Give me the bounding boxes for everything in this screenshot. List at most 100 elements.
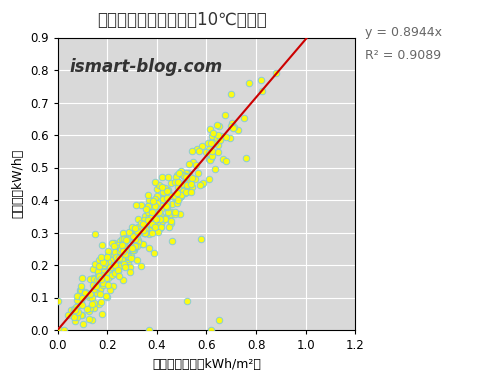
Point — [160, 194, 168, 200]
Point — [71, 306, 78, 312]
Point — [204, 140, 211, 146]
Point — [73, 293, 81, 299]
Point — [73, 314, 81, 320]
Point — [188, 184, 196, 190]
Point — [86, 291, 94, 297]
Point — [95, 263, 103, 269]
Point — [124, 260, 132, 266]
Text: ismart-blog.com: ismart-blog.com — [70, 58, 223, 76]
Point — [91, 305, 98, 311]
Point — [85, 316, 93, 322]
Point — [202, 149, 210, 155]
Point — [141, 213, 149, 219]
Point — [108, 256, 116, 262]
Point — [81, 291, 89, 297]
Point — [107, 262, 115, 268]
Point — [149, 198, 157, 204]
Point — [133, 233, 141, 239]
Point — [104, 282, 112, 288]
Point — [141, 230, 148, 236]
Point — [132, 202, 140, 208]
Point — [161, 214, 169, 220]
Point — [148, 213, 156, 219]
Point — [144, 222, 152, 228]
Point — [168, 209, 175, 215]
Point — [214, 132, 221, 138]
Point — [192, 162, 200, 168]
Point — [82, 292, 90, 298]
Point — [108, 240, 116, 246]
Point — [216, 123, 223, 129]
Point — [186, 188, 193, 194]
Point — [103, 294, 110, 300]
Point — [167, 217, 174, 223]
Point — [119, 256, 126, 262]
Point — [95, 301, 103, 307]
Point — [85, 308, 93, 314]
Point — [84, 306, 91, 312]
Point — [147, 224, 155, 230]
Point — [153, 210, 161, 216]
Point — [163, 204, 170, 210]
Point — [115, 254, 123, 260]
Point — [240, 115, 248, 121]
Point — [157, 206, 165, 212]
Point — [128, 252, 135, 258]
Point — [114, 267, 121, 273]
Point — [174, 179, 182, 185]
Point — [167, 180, 175, 186]
Point — [170, 194, 178, 200]
Point — [177, 168, 184, 174]
Point — [208, 138, 216, 144]
Point — [123, 249, 131, 255]
Point — [208, 148, 216, 154]
Point — [159, 189, 167, 195]
Point — [189, 159, 197, 165]
Point — [121, 251, 129, 257]
Point — [132, 244, 139, 250]
Point — [122, 237, 130, 243]
Point — [207, 155, 215, 161]
Point — [163, 201, 171, 207]
Point — [167, 193, 174, 199]
Point — [150, 216, 158, 222]
Point — [95, 276, 102, 282]
Point — [180, 187, 188, 193]
Point — [60, 327, 68, 333]
Point — [131, 247, 138, 253]
Point — [212, 138, 219, 144]
Point — [115, 255, 123, 261]
Point — [177, 194, 185, 200]
Point — [186, 178, 193, 184]
Point — [124, 254, 132, 260]
Point — [94, 276, 101, 282]
Point — [124, 256, 132, 262]
Point — [188, 181, 195, 187]
Point — [152, 216, 160, 222]
Point — [71, 314, 78, 320]
Point — [143, 226, 150, 232]
Point — [152, 224, 159, 230]
Point — [159, 197, 167, 203]
Point — [226, 135, 234, 141]
Point — [116, 262, 123, 268]
Point — [217, 132, 225, 138]
Point — [130, 234, 137, 240]
Point — [104, 275, 112, 281]
Point — [82, 290, 89, 296]
Point — [208, 133, 216, 139]
Point — [171, 179, 179, 185]
Point — [148, 222, 156, 228]
Point — [100, 259, 108, 265]
Point — [97, 259, 105, 265]
Point — [194, 170, 202, 176]
Point — [145, 219, 153, 225]
Point — [98, 311, 106, 317]
Point — [180, 182, 187, 188]
Point — [79, 275, 86, 281]
Y-axis label: 発電量（kW/h）: 発電量（kW/h） — [12, 149, 24, 218]
Point — [137, 202, 145, 208]
Point — [139, 226, 146, 232]
Point — [173, 189, 180, 195]
Point — [181, 181, 189, 187]
